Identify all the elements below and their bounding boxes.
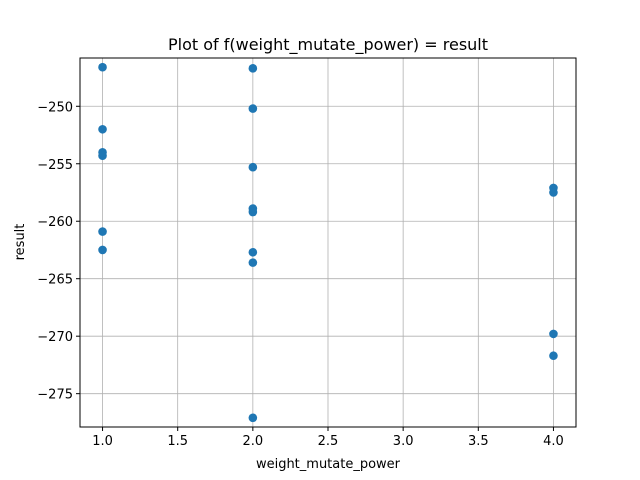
data-point [549, 188, 558, 197]
x-tick-label: 3.0 [393, 434, 414, 449]
data-point [248, 64, 258, 73]
x-tick-label: 2.0 [243, 434, 264, 449]
grid [80, 58, 576, 427]
x-tick-label: 1.5 [167, 434, 188, 449]
data-point [98, 245, 107, 255]
x-tick-label: 4.0 [543, 434, 564, 449]
y-tick-label: −250 [37, 100, 73, 115]
data-point [98, 124, 107, 134]
data-point [248, 162, 258, 172]
x-tick-label: 2.5 [318, 434, 339, 449]
data-point [549, 329, 558, 339]
data-point [549, 351, 558, 361]
x-tick-label: 3.5 [468, 434, 489, 449]
y-tick-label: −260 [37, 215, 73, 230]
data-point [98, 227, 107, 236]
data-point [248, 207, 258, 217]
y-tick-label: −275 [37, 388, 73, 403]
y-tick-label: −270 [37, 330, 73, 345]
chart-title: Plot of f(weight_mutate_power) = result [168, 35, 488, 55]
data-point [248, 104, 258, 113]
y-tick-label: −255 [37, 158, 73, 173]
y-axis-label: result [13, 224, 28, 261]
data-point [98, 62, 107, 72]
data-point [248, 258, 258, 267]
data-point [248, 413, 258, 423]
data-points [98, 62, 558, 423]
data-point [98, 151, 107, 161]
y-tick-label: −265 [37, 273, 73, 288]
data-point [248, 247, 258, 257]
x-tick-label: 1.0 [92, 434, 113, 449]
x-axis-label: weight_mutate_power [256, 457, 401, 472]
axis-ticks: 1.0 1.5 2.0 2.5 3.0 3.5 4.0 −250 −255 −260 −265 −27… [37, 100, 564, 449]
